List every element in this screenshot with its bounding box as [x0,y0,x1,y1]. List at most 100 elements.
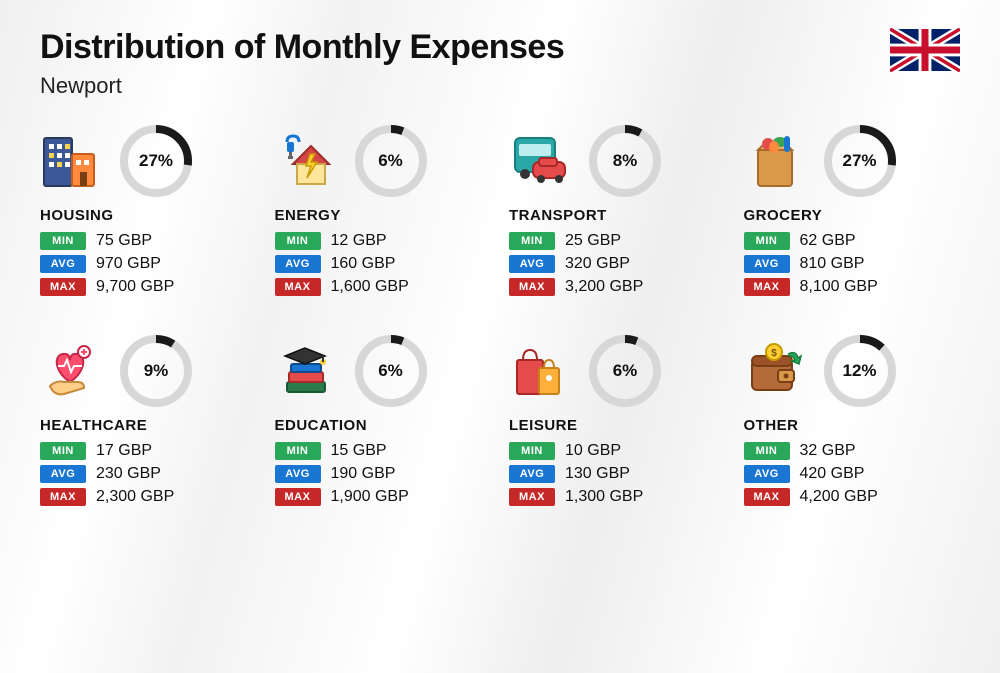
avg-value: 190 GBP [331,465,396,483]
percent-ring: 6% [589,335,661,407]
min-value: 32 GBP [800,442,856,460]
stat-row-avg: AVG 970 GBP [40,255,257,273]
min-badge: MIN [744,232,790,250]
shopping-bags-icon [509,342,571,400]
min-badge: MIN [509,442,555,460]
stat-row-min: MIN 12 GBP [275,232,492,250]
percent-ring: 9% [120,335,192,407]
page-title: Distribution of Monthly Expenses [40,28,564,67]
stat-row-avg: AVG 320 GBP [509,255,726,273]
max-value: 2,300 GBP [96,488,174,506]
stat-row-min: MIN 15 GBP [275,442,492,460]
min-value: 17 GBP [96,442,152,460]
avg-value: 420 GBP [800,465,865,483]
percent-label: 27% [120,125,192,197]
card-top: 27% [40,125,257,197]
stat-row-min: MIN 17 GBP [40,442,257,460]
stat-row-max: MAX 9,700 GBP [40,278,257,296]
card-top: 27% [744,125,961,197]
min-badge: MIN [40,442,86,460]
percent-label: 6% [355,125,427,197]
min-value: 75 GBP [96,232,152,250]
category-name: EDUCATION [275,417,492,434]
max-badge: MAX [40,278,86,296]
max-value: 9,700 GBP [96,278,174,296]
category-name: HEALTHCARE [40,417,257,434]
category-card-transport: 8% TRANSPORT MIN 25 GBP AVG 320 GBP MAX … [509,125,726,301]
category-name: GROCERY [744,207,961,224]
percent-ring: 27% [824,125,896,197]
categories-grid: 27% HOUSING MIN 75 GBP AVG 970 GBP MAX 9… [40,125,960,511]
stat-row-max: MAX 3,200 GBP [509,278,726,296]
stat-row-avg: AVG 230 GBP [40,465,257,483]
max-badge: MAX [275,278,321,296]
stat-row-min: MIN 32 GBP [744,442,961,460]
card-top: $ 12% [744,335,961,407]
category-name: HOUSING [40,207,257,224]
category-name: OTHER [744,417,961,434]
card-top: 6% [275,335,492,407]
category-name: ENERGY [275,207,492,224]
stat-row-max: MAX 1,900 GBP [275,488,492,506]
percent-ring: 6% [355,125,427,197]
min-badge: MIN [275,232,321,250]
heart-hand-icon [40,342,102,400]
avg-badge: AVG [744,465,790,483]
percent-label: 12% [824,335,896,407]
stat-row-min: MIN 25 GBP [509,232,726,250]
min-value: 10 GBP [565,442,621,460]
percent-ring: 12% [824,335,896,407]
avg-value: 160 GBP [331,255,396,273]
percent-label: 27% [824,125,896,197]
min-badge: MIN [744,442,790,460]
max-badge: MAX [509,488,555,506]
max-value: 4,200 GBP [800,488,878,506]
stat-row-avg: AVG 160 GBP [275,255,492,273]
min-badge: MIN [275,442,321,460]
min-value: 25 GBP [565,232,621,250]
stat-row-min: MIN 10 GBP [509,442,726,460]
category-card-healthcare: 9% HEALTHCARE MIN 17 GBP AVG 230 GBP MAX… [40,335,257,511]
category-name: TRANSPORT [509,207,726,224]
avg-badge: AVG [744,255,790,273]
stat-row-min: MIN 62 GBP [744,232,961,250]
card-top: 6% [275,125,492,197]
stat-row-max: MAX 1,600 GBP [275,278,492,296]
svg-text:$: $ [771,348,777,359]
avg-value: 320 GBP [565,255,630,273]
percent-label: 6% [355,335,427,407]
stat-row-avg: AVG 130 GBP [509,465,726,483]
max-badge: MAX [744,278,790,296]
max-value: 1,600 GBP [331,278,409,296]
category-name: LEISURE [509,417,726,434]
max-badge: MAX [509,278,555,296]
avg-badge: AVG [275,465,321,483]
card-top: 8% [509,125,726,197]
category-card-housing: 27% HOUSING MIN 75 GBP AVG 970 GBP MAX 9… [40,125,257,301]
stat-row-avg: AVG 190 GBP [275,465,492,483]
avg-badge: AVG [509,255,555,273]
category-card-education: 6% EDUCATION MIN 15 GBP AVG 190 GBP MAX … [275,335,492,511]
card-top: 9% [40,335,257,407]
page-subtitle: Newport [40,73,564,99]
header: Distribution of Monthly Expenses Newport [40,28,960,99]
category-card-energy: 6% ENERGY MIN 12 GBP AVG 160 GBP MAX 1,6… [275,125,492,301]
stat-row-min: MIN 75 GBP [40,232,257,250]
stat-row-max: MAX 4,200 GBP [744,488,961,506]
min-value: 62 GBP [800,232,856,250]
min-badge: MIN [509,232,555,250]
stat-row-avg: AVG 420 GBP [744,465,961,483]
stat-row-max: MAX 8,100 GBP [744,278,961,296]
percent-label: 8% [589,125,661,197]
title-block: Distribution of Monthly Expenses Newport [40,28,564,99]
avg-value: 130 GBP [565,465,630,483]
uk-flag-icon [890,28,960,72]
grocery-bag-icon [744,132,806,190]
category-card-grocery: 27% GROCERY MIN 62 GBP AVG 810 GBP MAX 8… [744,125,961,301]
stat-row-max: MAX 1,300 GBP [509,488,726,506]
percent-label: 6% [589,335,661,407]
avg-value: 230 GBP [96,465,161,483]
avg-badge: AVG [40,465,86,483]
max-value: 3,200 GBP [565,278,643,296]
percent-ring: 8% [589,125,661,197]
